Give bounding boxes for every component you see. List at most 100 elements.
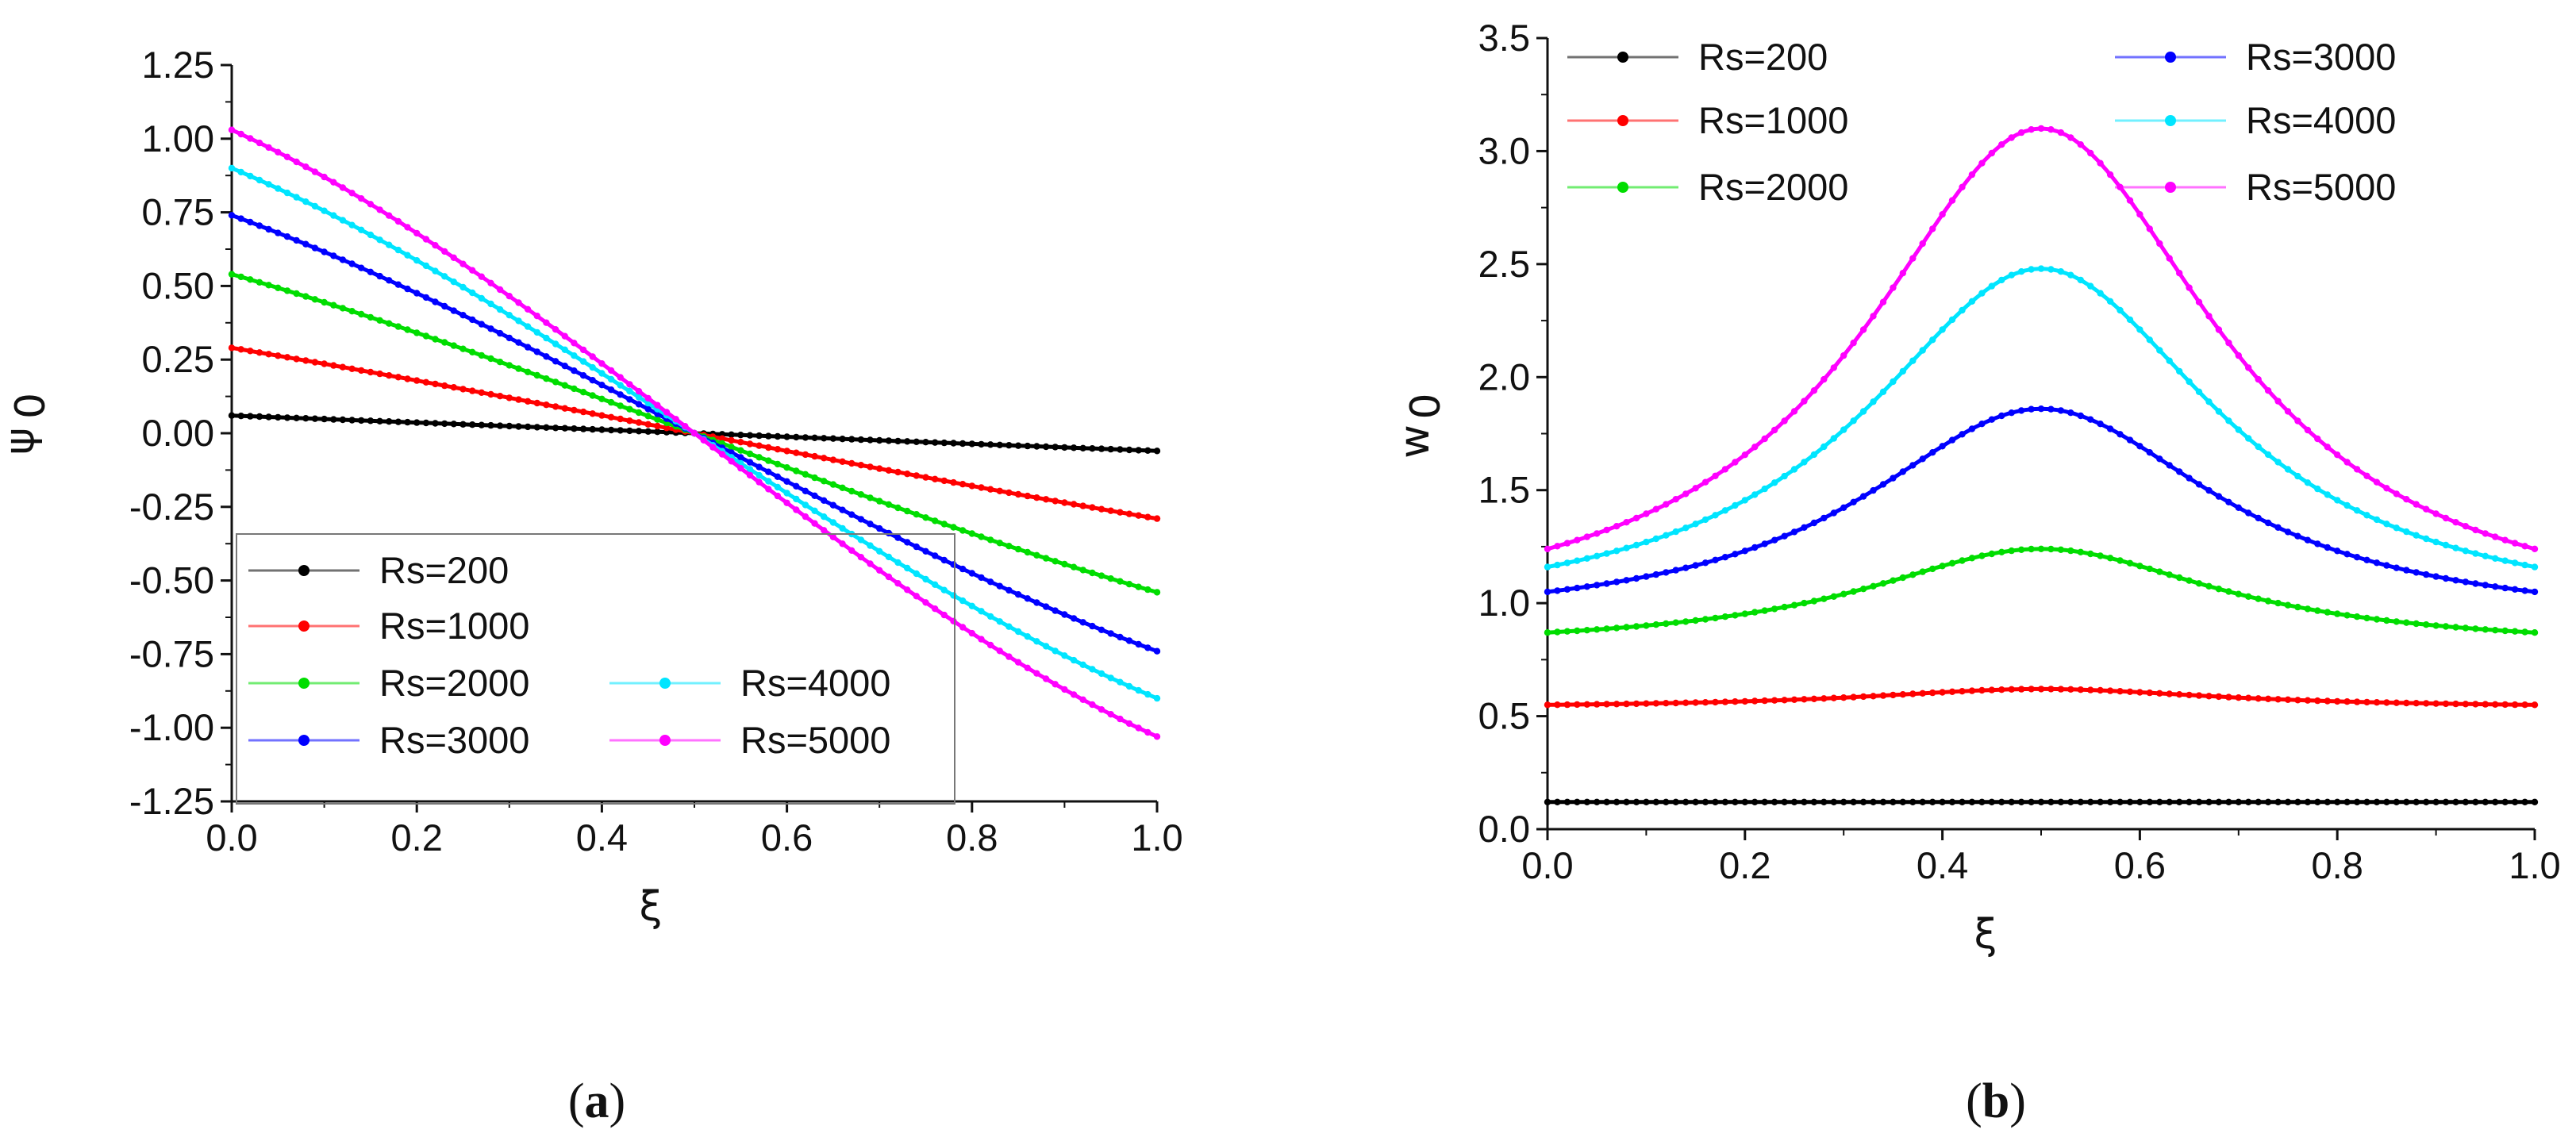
data-point xyxy=(986,486,994,493)
data-point xyxy=(293,355,300,363)
data-point xyxy=(1583,533,1591,540)
data-point xyxy=(589,363,596,371)
data-point xyxy=(885,573,893,581)
data-point xyxy=(940,521,948,528)
data-point xyxy=(293,414,300,421)
data-point xyxy=(904,586,911,594)
data-point xyxy=(1024,595,1032,602)
data-point xyxy=(1830,364,1837,371)
legend-label: Rs=1000 xyxy=(379,605,529,647)
data-point xyxy=(496,393,504,400)
data-point xyxy=(598,370,606,377)
data-point xyxy=(802,501,809,509)
data-point xyxy=(441,420,448,428)
caption-letter: b xyxy=(1982,1074,2009,1128)
data-point xyxy=(2195,388,2203,395)
data-point xyxy=(2037,405,2045,413)
data-point xyxy=(496,359,504,366)
data-point xyxy=(2215,798,2223,805)
data-point xyxy=(1810,597,1818,605)
data-point xyxy=(275,413,282,421)
data-point xyxy=(978,574,985,582)
data-point xyxy=(1014,628,1022,636)
data-point xyxy=(829,456,837,463)
data-point xyxy=(506,422,513,430)
data-point xyxy=(2462,798,2470,805)
data-point xyxy=(1005,623,1013,630)
series-Rs=1000 xyxy=(228,344,1161,522)
data-point xyxy=(2304,697,2312,704)
y-tick-label: 0.0 xyxy=(1478,808,1530,850)
data-point xyxy=(2205,798,2213,805)
data-point xyxy=(293,290,300,298)
data-point xyxy=(1781,472,1788,480)
data-point xyxy=(1544,629,1551,636)
data-point xyxy=(765,478,772,485)
data-point xyxy=(571,352,578,359)
data-point xyxy=(487,325,494,332)
data-point xyxy=(932,475,939,482)
data-point xyxy=(1107,445,1114,453)
data-point xyxy=(1821,695,1828,702)
data-point xyxy=(1741,451,1748,459)
legend-swatch-marker xyxy=(298,620,310,632)
data-point xyxy=(2146,798,2153,805)
data-point xyxy=(2195,298,2203,305)
data-point xyxy=(450,307,457,314)
data-point xyxy=(2462,547,2470,555)
data-point xyxy=(904,471,911,478)
data-point xyxy=(996,618,1004,625)
x-tick-label: 1.0 xyxy=(2509,844,2560,886)
data-point xyxy=(2037,686,2045,693)
data-point xyxy=(635,409,643,417)
data-point xyxy=(302,240,310,248)
data-point xyxy=(1929,798,1936,805)
data-point xyxy=(2037,265,2045,272)
data-point xyxy=(552,340,559,348)
data-point xyxy=(1042,643,1050,650)
data-point xyxy=(2423,621,2430,628)
series-Rs=200 xyxy=(1544,798,2539,805)
data-point xyxy=(950,524,957,531)
data-point xyxy=(2294,603,2301,611)
data-point xyxy=(311,296,319,303)
data-point xyxy=(829,501,837,509)
data-point xyxy=(2146,225,2153,232)
data-point xyxy=(275,229,282,236)
data-point xyxy=(1978,421,1986,428)
data-point xyxy=(2472,798,2479,805)
data-point xyxy=(1544,588,1551,596)
data-point xyxy=(1024,442,1032,450)
data-point xyxy=(2215,408,2223,415)
data-point xyxy=(506,394,513,401)
legend-entry: Rs=5000 xyxy=(2115,166,2396,208)
data-point xyxy=(394,281,402,288)
data-point xyxy=(2087,149,2094,157)
data-point xyxy=(1771,536,1778,544)
data-point xyxy=(1033,443,1040,450)
data-point xyxy=(2028,686,2035,693)
data-point xyxy=(644,421,652,428)
data-point xyxy=(1583,627,1591,634)
data-point xyxy=(2205,313,2213,320)
data-point xyxy=(311,244,319,252)
data-point xyxy=(228,344,236,352)
data-point xyxy=(1959,688,1966,695)
data-point xyxy=(2136,689,2143,696)
data-point xyxy=(515,299,522,306)
legend-entry: Rs=4000 xyxy=(609,662,890,704)
data-point xyxy=(1005,442,1013,449)
data-point xyxy=(2324,697,2331,705)
data-point xyxy=(1810,387,1818,394)
data-point xyxy=(2363,798,2370,805)
data-point xyxy=(728,431,735,438)
data-point xyxy=(2304,605,2312,613)
data-point xyxy=(311,202,319,210)
data-point xyxy=(515,396,522,403)
data-point xyxy=(237,130,244,138)
data-point xyxy=(2383,562,2390,569)
data-point xyxy=(2008,686,2015,693)
data-point xyxy=(496,422,504,429)
data-point xyxy=(1890,798,1897,805)
y-tick-label: 2.0 xyxy=(1478,355,1530,398)
